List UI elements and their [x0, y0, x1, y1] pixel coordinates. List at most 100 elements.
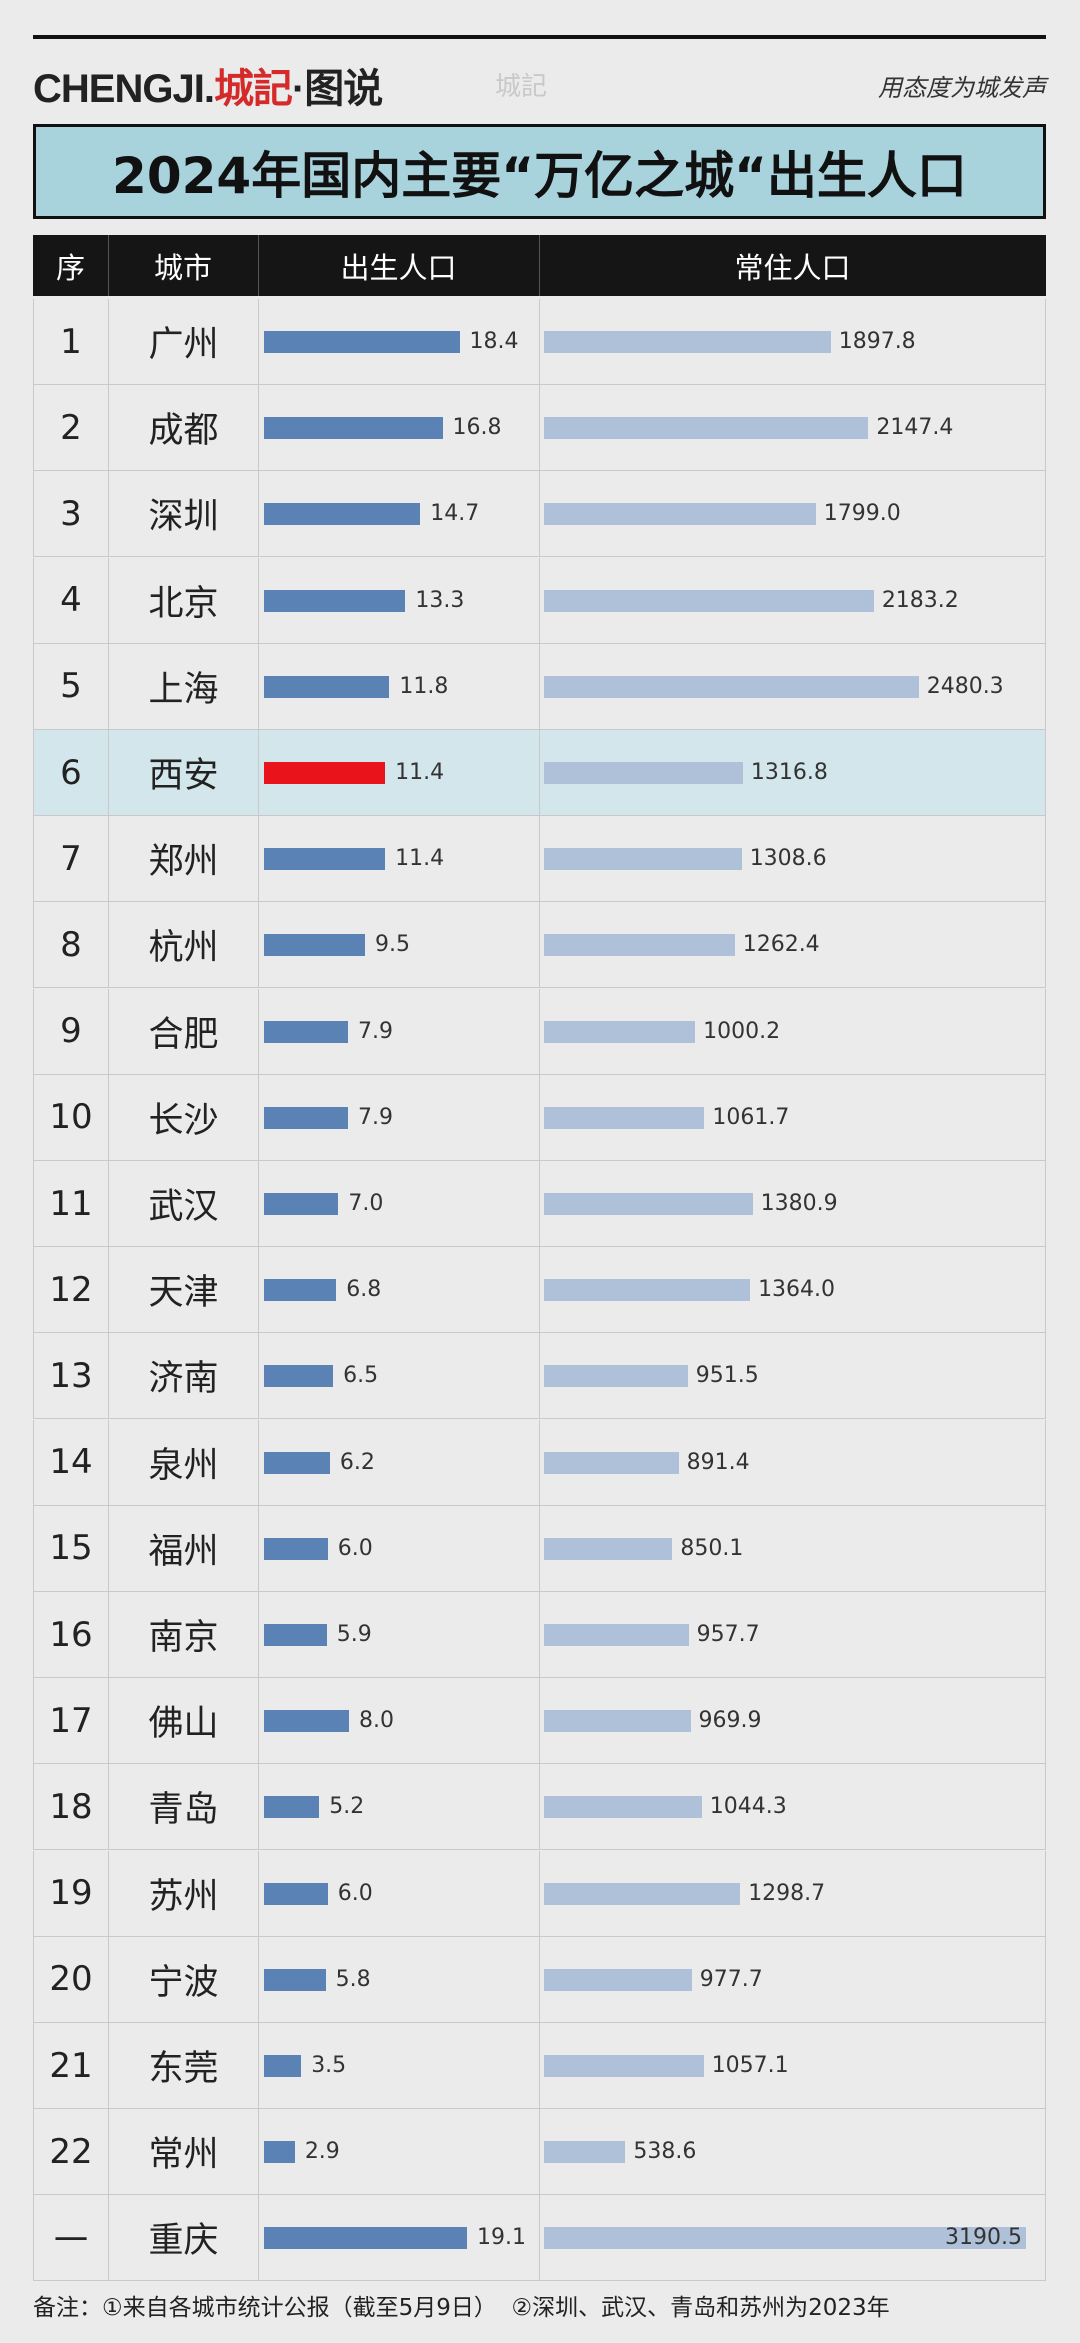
- births-label: 14.7: [430, 501, 480, 527]
- population-bar: [544, 331, 831, 353]
- population-bar: [544, 589, 874, 612]
- births-label: 8.0: [359, 1708, 395, 1734]
- births-bar: [264, 675, 390, 698]
- table-row: 1 广州 18.4 1897.8: [33, 299, 1046, 385]
- city: 郑州: [109, 816, 259, 902]
- population-bar: [544, 2141, 626, 2164]
- population-bar: [544, 1365, 688, 1388]
- births-bar: [264, 331, 460, 353]
- city: 重庆: [109, 2195, 259, 2281]
- births-bar: [264, 1796, 320, 1819]
- births-label: 13.3: [415, 587, 465, 613]
- population-label: 1897.8: [838, 329, 916, 354]
- population-label: 1044.3: [709, 1794, 787, 1820]
- population-bar: [544, 1796, 702, 1819]
- population-bar: [544, 2055, 704, 2077]
- births-label: 5.9: [336, 1622, 372, 1647]
- city: 长沙: [109, 1074, 259, 1160]
- population-label: 969.9: [698, 1708, 762, 1734]
- rank: 3: [34, 471, 109, 557]
- cell: [259, 730, 540, 815]
- population-bar: [544, 1020, 696, 1043]
- city: 广州: [109, 299, 259, 384]
- rank: 5: [34, 643, 109, 729]
- births-label: 11.4: [395, 760, 445, 785]
- births-bar: [264, 2055, 302, 2077]
- rank: 1: [34, 299, 109, 384]
- cell: [259, 1936, 540, 2022]
- table-row: 8 杭州 9.5 1262.4: [33, 902, 1046, 989]
- rank: 11: [34, 1161, 109, 1246]
- city: 宁波: [109, 1936, 259, 2022]
- table-row: 3 深圳 14.7 1799.0: [33, 471, 1046, 558]
- cell: [259, 1505, 540, 1591]
- births-bar: [264, 848, 386, 871]
- rank: 13: [34, 1333, 109, 1419]
- population-bar: [544, 1624, 689, 1646]
- births-bar: [264, 417, 443, 440]
- rank: 10: [34, 1074, 109, 1160]
- births-label: 3.5: [311, 2053, 347, 2078]
- table-row: 6 西安 11.4 1316.8: [33, 730, 1046, 816]
- column-header: 城市: [108, 235, 259, 296]
- births-label: 19.1: [477, 2225, 526, 2251]
- births-bar: [264, 934, 365, 957]
- population-bar: [544, 1451, 679, 1474]
- column-header: 出生人口: [258, 235, 540, 296]
- city: 合肥: [109, 988, 259, 1074]
- population-label: 3190.5: [945, 2225, 1022, 2251]
- births-label: 6.0: [337, 1535, 373, 1561]
- births-bar: [264, 1624, 327, 1646]
- rank: 18: [34, 1764, 109, 1850]
- table-row: 14 泉州 6.2 891.4: [33, 1419, 1046, 1506]
- rank: 6: [34, 730, 109, 815]
- cell: [259, 1678, 540, 1764]
- table-row: 21 东莞 3.5 1057.1: [33, 2023, 1046, 2109]
- births-label: 18.4: [469, 329, 519, 354]
- title-box: 2024年国内主要“万亿之城“出生人口: [33, 124, 1046, 219]
- births-bar: [264, 1106, 348, 1129]
- table-row: 7 郑州 11.4 1308.6: [33, 816, 1046, 903]
- cell: [259, 385, 540, 471]
- table-row: 16 南京 5.9 957.7: [33, 1592, 1046, 1678]
- cell: [259, 2109, 540, 2195]
- rank: 8: [34, 902, 109, 988]
- city: 济南: [109, 1333, 259, 1419]
- population-bar: [544, 848, 742, 871]
- population-label: 1057.1: [711, 2053, 789, 2078]
- births-label: 6.8: [346, 1277, 382, 1303]
- city: 北京: [109, 557, 259, 643]
- table-row: 13 济南 6.5 951.5: [33, 1333, 1046, 1420]
- births-bar: [264, 503, 421, 526]
- logo-suffix: ·图说: [291, 67, 383, 111]
- population-label: 977.7: [699, 1966, 763, 1992]
- city: 南京: [109, 1592, 259, 1677]
- cell: [259, 1074, 540, 1160]
- births-bar: [264, 1365, 334, 1388]
- rank: 7: [34, 816, 109, 902]
- births-bar: [264, 1279, 337, 1302]
- births-bar: [264, 2227, 467, 2250]
- table-row: 11 武汉 7.0 1380.9: [33, 1161, 1046, 1247]
- table-row: 19 苏州 6.0 1298.7: [33, 1850, 1046, 1937]
- city: 成都: [109, 385, 259, 471]
- table-row: 4 北京 13.3 2183.2: [33, 557, 1046, 644]
- cell: [259, 557, 540, 643]
- cell: [259, 1850, 540, 1936]
- city: 武汉: [109, 1161, 259, 1246]
- logo-cn: 城記: [213, 67, 293, 111]
- cell: [259, 988, 540, 1074]
- births-label: 7.0: [348, 1191, 384, 1216]
- table-row: 17 佛山 8.0 969.9: [33, 1678, 1046, 1765]
- population-bar: [544, 2227, 1026, 2250]
- births-bar: [264, 589, 406, 612]
- population-label: 1061.7: [712, 1104, 790, 1130]
- population-label: 2147.4: [876, 415, 954, 441]
- population-label: 1799.0: [823, 501, 901, 527]
- watermark: 城記: [495, 72, 548, 102]
- cell: [259, 1764, 540, 1850]
- rank: 14: [34, 1419, 109, 1505]
- city: 福州: [109, 1505, 259, 1591]
- population-label: 1000.2: [703, 1018, 781, 1044]
- population-label: 1298.7: [748, 1880, 826, 1906]
